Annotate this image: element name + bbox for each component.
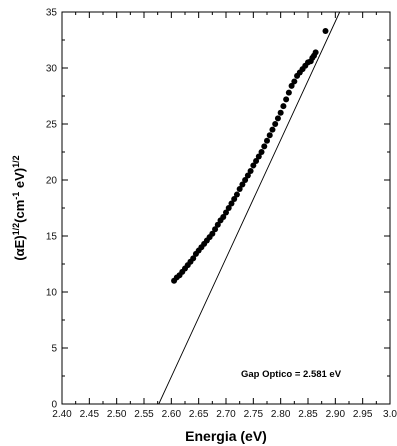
- x-tick-label: 2.60: [162, 409, 182, 420]
- x-axis-ticks: [61, 12, 391, 404]
- data-point: [247, 168, 254, 175]
- data-point: [214, 221, 221, 228]
- y-tick-label: 25: [46, 120, 58, 131]
- data-point: [228, 200, 235, 207]
- x-tick-label: 2.45: [80, 409, 100, 420]
- y-axis-title-unit-sup: -1: [11, 192, 21, 200]
- data-point: [212, 226, 219, 233]
- data-point: [231, 196, 238, 203]
- y-axis-title-unit-close: eV): [12, 168, 27, 192]
- y-tick-label: 35: [46, 8, 58, 19]
- data-point: [312, 49, 319, 56]
- gap-annotation: Gap Optico = 2.581 eV: [241, 369, 342, 380]
- y-axis-ticks: [62, 11, 390, 405]
- fit-line: [158, 11, 341, 405]
- data-point: [236, 185, 243, 192]
- data-point: [283, 96, 290, 103]
- data-point: [288, 82, 295, 89]
- x-tick-label: 2.95: [353, 409, 373, 420]
- y-tick-label: 10: [46, 288, 58, 299]
- data-point: [233, 191, 240, 198]
- data-point: [250, 162, 257, 169]
- data-point: [269, 126, 276, 133]
- y-tick-label: 20: [46, 176, 58, 187]
- data-point: [255, 153, 262, 160]
- y-axis-title-base: (αE): [12, 235, 27, 260]
- data-point: [261, 143, 268, 150]
- data-point: [264, 137, 270, 144]
- data-point: [322, 28, 329, 35]
- y-tick-label: 15: [46, 232, 58, 243]
- x-tick-label: 3.0: [383, 409, 397, 420]
- y-axis-title-unit-open: (cm: [12, 200, 27, 223]
- y-tick-label: 5: [51, 344, 57, 355]
- data-point: [209, 230, 216, 237]
- x-axis-tick-labels: 2.40 2.45 2.50 2.55 2.60 2.65 2.70 2.75 2.80 2.85…: [52, 409, 397, 420]
- data-point: [239, 181, 246, 188]
- x-tick-label: 2.80: [271, 409, 291, 420]
- x-tick-label: 2.90: [326, 409, 346, 420]
- data-point: [274, 115, 281, 122]
- data-point: [223, 209, 229, 216]
- data-point: [291, 78, 298, 85]
- data-point: [225, 205, 232, 211]
- data-point: [244, 172, 251, 179]
- data-point: [266, 132, 273, 139]
- x-tick-label: 2.75: [244, 409, 264, 420]
- data-point: [277, 109, 284, 116]
- x-tick-label: 2.50: [107, 409, 127, 420]
- y-axis-title-tail-sup: 1/2: [11, 155, 21, 168]
- x-tick-label: 2.70: [216, 409, 236, 420]
- y-axis-title-base-sup: 1/2: [11, 223, 21, 236]
- data-point: [253, 157, 260, 164]
- x-axis-title: Energia (eV): [185, 428, 267, 444]
- x-tick-label: 2.85: [298, 409, 318, 420]
- data-points: [171, 28, 329, 284]
- data-point: [285, 89, 292, 96]
- y-tick-label: 0: [51, 400, 57, 411]
- x-tick-label: 2.40: [52, 409, 72, 420]
- x-tick-label: 2.65: [189, 409, 209, 420]
- y-axis-tick-labels: 0 5 10 15 20 25 30 35: [46, 8, 58, 411]
- y-axis-title: (αE)1/2(cm-1 eV)1/2: [11, 155, 27, 260]
- data-point: [258, 149, 265, 155]
- data-point: [272, 121, 279, 127]
- data-point: [242, 177, 249, 183]
- data-point: [190, 255, 197, 262]
- x-tick-label: 2.55: [134, 409, 154, 420]
- fit-line-group: [158, 11, 341, 405]
- data-point: [280, 103, 287, 110]
- data-point: [220, 213, 227, 220]
- y-tick-label: 30: [46, 64, 58, 75]
